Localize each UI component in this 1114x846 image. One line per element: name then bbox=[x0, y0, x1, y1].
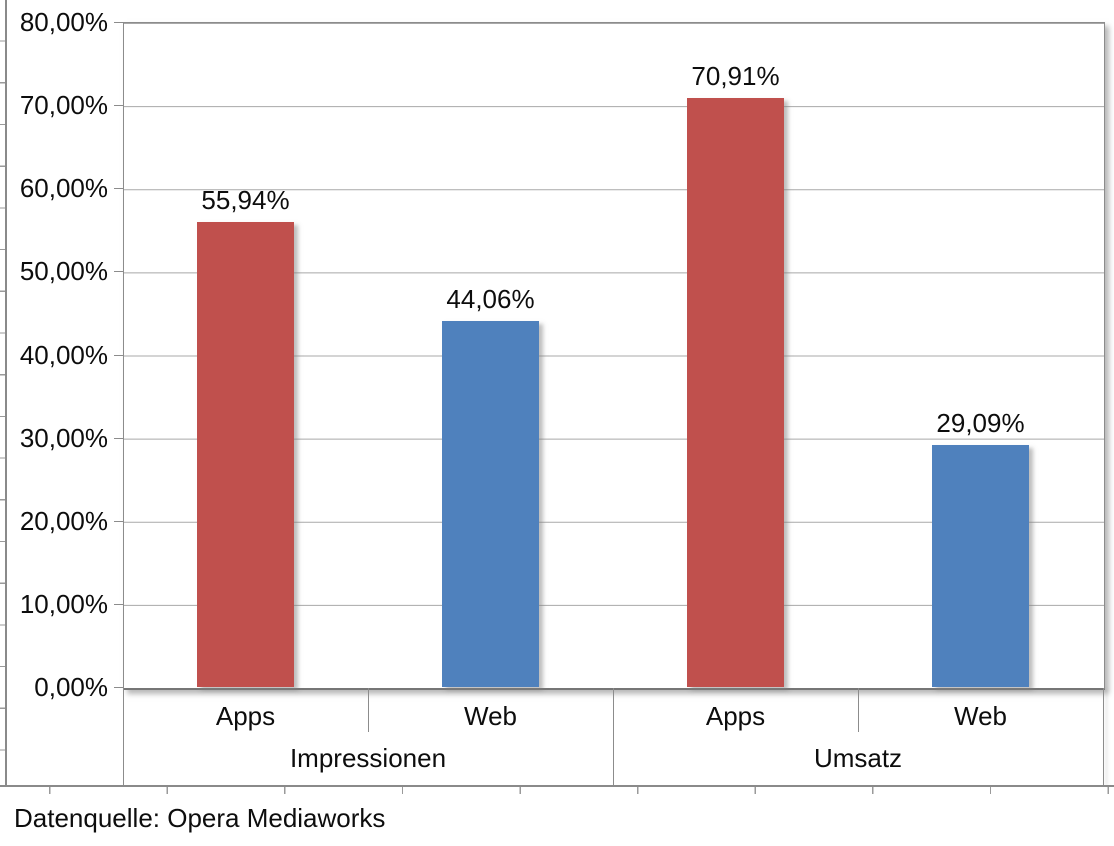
y-axis-label: 30,00% bbox=[19, 422, 108, 453]
category-label: Web bbox=[954, 701, 1007, 731]
outer-axis-bottom-line bbox=[0, 785, 1114, 787]
y-axis-tick bbox=[114, 520, 123, 522]
bar-apps-0 bbox=[197, 222, 294, 687]
y-axis-tick bbox=[114, 271, 123, 273]
y-axis-label: 0,00% bbox=[34, 672, 108, 702]
group-divider bbox=[613, 688, 614, 785]
y-axis-label: 80,00% bbox=[19, 7, 108, 37]
y-axis-label: 10,00% bbox=[19, 588, 108, 619]
group-label: Umsatz bbox=[813, 743, 903, 773]
bar-web-3 bbox=[932, 445, 1029, 687]
bar-apps-2 bbox=[687, 98, 784, 687]
category-label: Apps bbox=[215, 701, 276, 731]
bar-value-label: 29,09% bbox=[936, 408, 1025, 438]
category-axis-border-right bbox=[1103, 688, 1104, 785]
outer-axis-bottom-ticks bbox=[0, 787, 1114, 794]
y-axis-tick bbox=[114, 105, 123, 107]
y-axis-label: 70,00% bbox=[19, 90, 108, 121]
bar-value-label: 55,94% bbox=[201, 185, 290, 215]
group-label: Impressionen bbox=[289, 743, 447, 773]
y-axis-label: 20,00% bbox=[19, 505, 108, 536]
bar-value-label: 44,06% bbox=[446, 284, 535, 314]
y-axis-tick bbox=[114, 603, 123, 605]
category-label: Web bbox=[464, 701, 517, 731]
y-axis-tick bbox=[114, 22, 123, 23]
y-axis-label: 40,00% bbox=[19, 339, 108, 370]
y-axis-label: 50,00% bbox=[19, 256, 108, 287]
category-label: Apps bbox=[705, 701, 766, 731]
category-separator bbox=[368, 688, 369, 732]
bar-web-1 bbox=[442, 321, 539, 687]
y-axis-tick bbox=[114, 437, 123, 439]
bar-value-label: 70,91% bbox=[691, 61, 780, 91]
y-axis-tick bbox=[114, 188, 123, 190]
category-separator bbox=[858, 688, 859, 732]
y-axis-tick bbox=[114, 687, 123, 688]
category-axis-border-left bbox=[123, 688, 124, 785]
y-axis-tick bbox=[114, 354, 123, 356]
outer-axis-left-ticks bbox=[0, 0, 5, 785]
y-axis-label: 60,00% bbox=[19, 173, 108, 204]
source-note: Datenquelle: Opera Mediaworks bbox=[14, 803, 386, 833]
outer-axis-left-line bbox=[5, 0, 7, 785]
